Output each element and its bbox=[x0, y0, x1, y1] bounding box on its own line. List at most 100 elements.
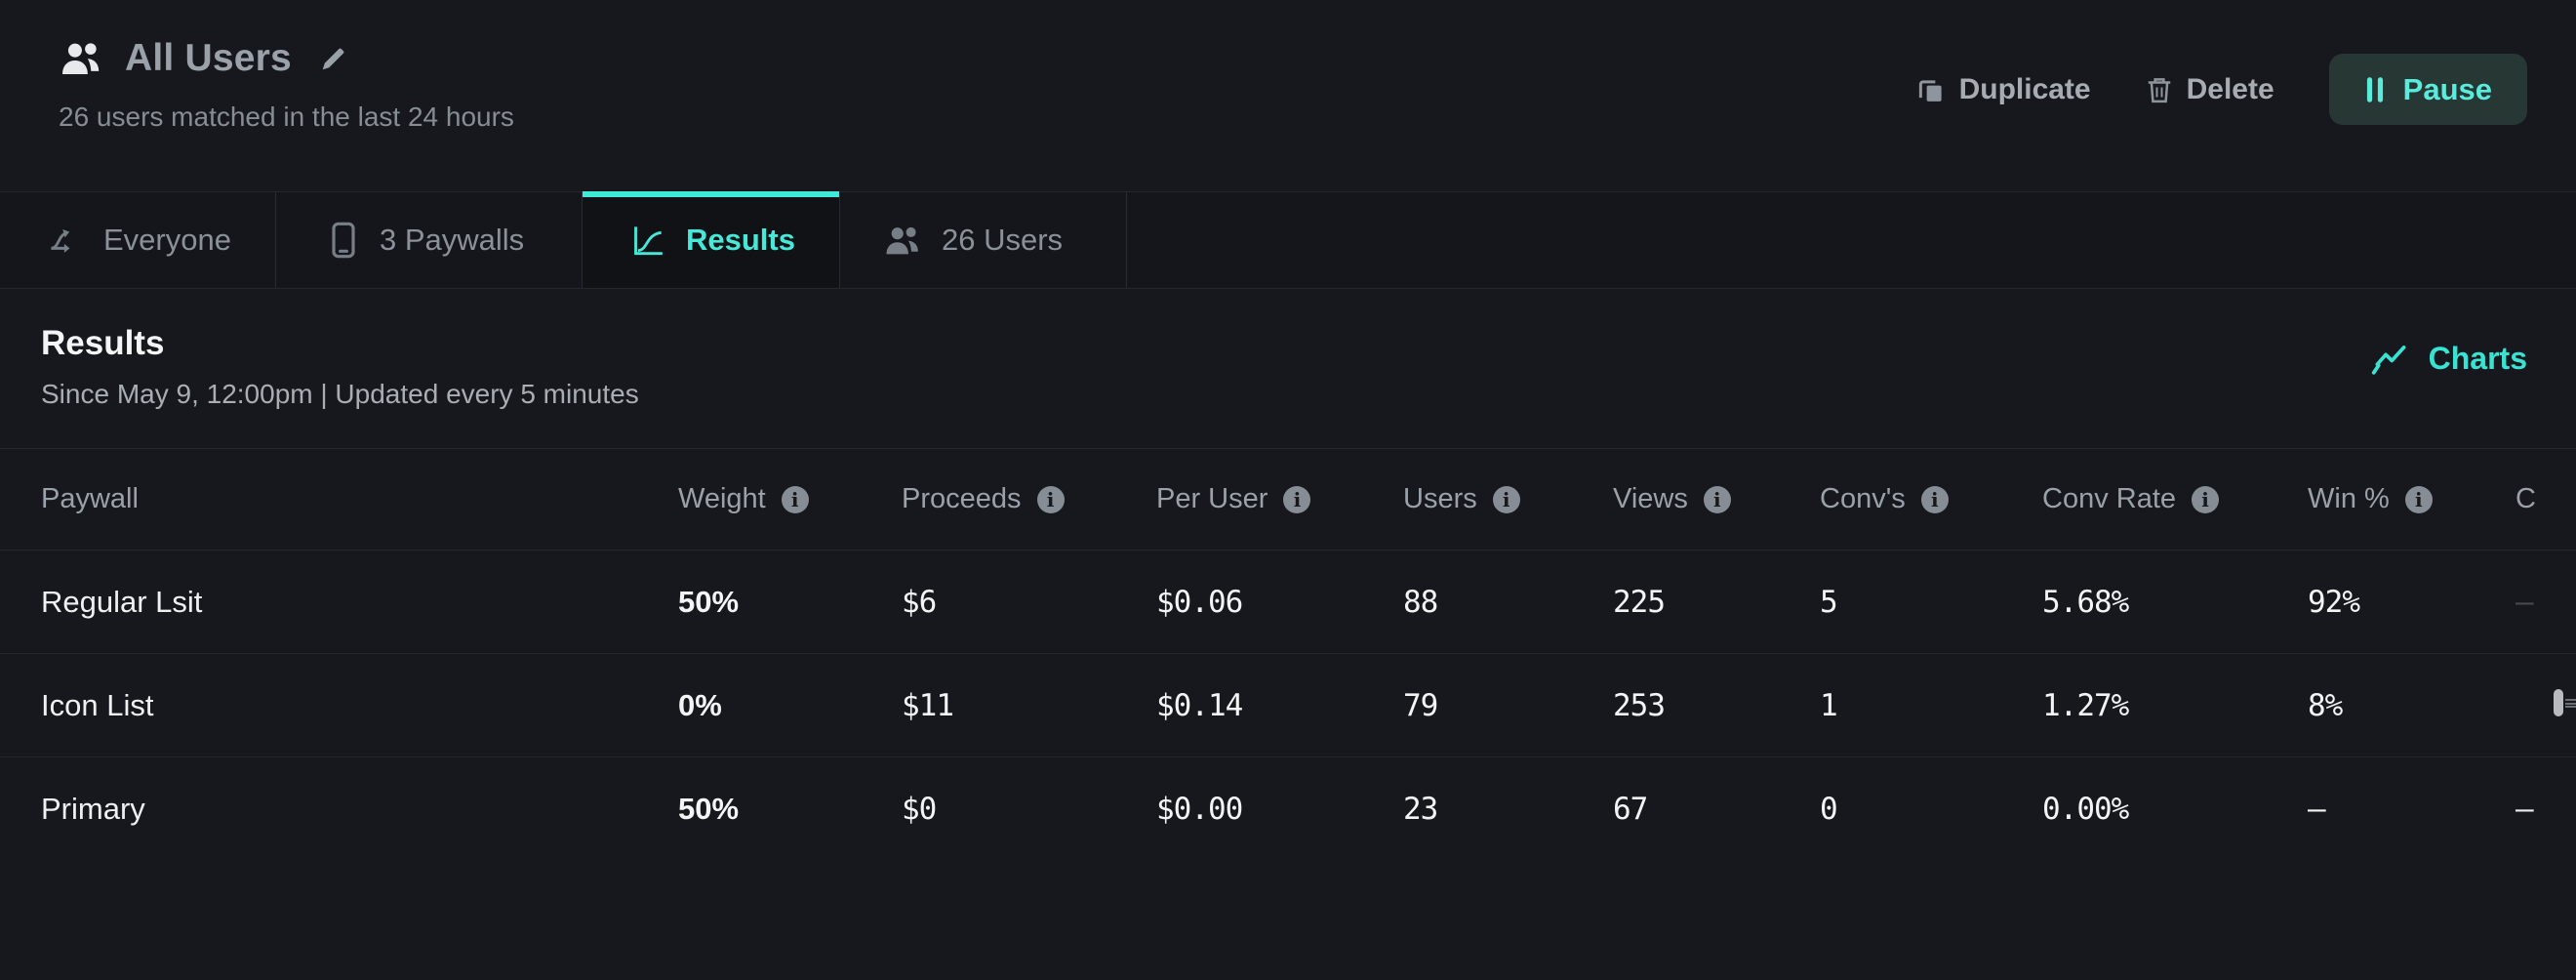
scroll-handle[interactable] bbox=[2554, 689, 2563, 716]
column-label: C bbox=[2516, 483, 2536, 514]
table-cell: 23 bbox=[1403, 792, 1438, 827]
table-cell: 92% bbox=[2308, 584, 2360, 620]
users-icon bbox=[59, 40, 103, 77]
results-section-header: Results Since May 9, 12:00pm | Updated e… bbox=[0, 289, 2576, 448]
table-row: Icon List 0% $11 $0.14 79 253 1 1.27% 8% bbox=[0, 654, 2576, 757]
column-label: Conv's bbox=[1820, 483, 1906, 514]
info-icon[interactable]: i bbox=[1283, 485, 1311, 513]
edit-pencil-icon[interactable] bbox=[319, 44, 348, 73]
table-cell: $11 bbox=[902, 687, 954, 723]
table-cell: $0.14 bbox=[1156, 687, 1243, 723]
delete-button[interactable]: Delete bbox=[2146, 73, 2274, 106]
info-icon[interactable]: i bbox=[1492, 485, 1520, 513]
tab-label: Results bbox=[686, 223, 795, 257]
column-header-views: Views i bbox=[1613, 483, 1820, 515]
table-cell: $0.00 bbox=[1156, 792, 1243, 827]
column-label: Conv Rate bbox=[2042, 483, 2177, 514]
phone-icon bbox=[327, 221, 360, 260]
tab-label: 26 Users bbox=[942, 223, 1064, 257]
results-heading: Results bbox=[41, 324, 165, 362]
column-header-paywall: Paywall bbox=[41, 483, 678, 515]
table-cell: 5.68% bbox=[2042, 584, 2129, 620]
column-label: Paywall bbox=[41, 483, 139, 514]
table-body: Regular Lsit 50% $6 $0.06 88 225 5 5.68% 92% – Ico… bbox=[0, 551, 2576, 861]
table-cell: 8% bbox=[2308, 687, 2343, 723]
table-cell: – bbox=[2308, 792, 2326, 827]
duplicate-button[interactable]: Duplicate bbox=[1916, 73, 2091, 106]
table-cell: 1.27% bbox=[2042, 687, 2129, 723]
table-cell: 0% bbox=[678, 687, 722, 722]
table-cell: 88 bbox=[1403, 584, 1438, 620]
trash-icon bbox=[2146, 75, 2173, 104]
line-chart-icon bbox=[2370, 340, 2411, 377]
pause-icon bbox=[2364, 75, 2386, 104]
table-cell: – bbox=[2516, 584, 2534, 620]
delete-label: Delete bbox=[2186, 72, 2274, 105]
column-label: Views bbox=[1613, 483, 1688, 514]
column-header-proceeds: Proceeds i bbox=[902, 483, 1156, 515]
table-row: Primary 50% $0 $0.00 23 67 0 0.00% – – bbox=[0, 757, 2576, 861]
page-title: All Users bbox=[125, 37, 292, 79]
info-icon[interactable]: i bbox=[2404, 485, 2433, 513]
tab-results[interactable]: Results bbox=[583, 191, 840, 288]
paywall-name-cell: Icon List bbox=[41, 687, 154, 722]
info-icon[interactable]: i bbox=[1703, 485, 1731, 513]
column-label: Weight bbox=[678, 483, 766, 514]
table-cell: 0 bbox=[1820, 792, 1838, 827]
charts-button[interactable]: Charts bbox=[2370, 340, 2527, 377]
tab-paywalls[interactable]: 3 Paywalls bbox=[276, 192, 583, 288]
tab-bar: Everyone 3 Paywalls Results bbox=[0, 191, 2576, 289]
scroll-grip-dots-icon bbox=[2565, 699, 2576, 708]
column-header-weight: Weight i bbox=[678, 483, 902, 515]
table-cell: 253 bbox=[1613, 687, 1666, 723]
table-cell: $6 bbox=[902, 584, 937, 620]
table-cell: – bbox=[2516, 792, 2534, 827]
charts-label: Charts bbox=[2428, 340, 2527, 376]
info-icon[interactable]: i bbox=[1036, 485, 1065, 513]
column-header-convs: Conv's i bbox=[1820, 483, 2042, 515]
column-header-per-user: Per User i bbox=[1156, 483, 1403, 515]
table-cell: $0 bbox=[902, 792, 937, 827]
info-icon[interactable]: i bbox=[2192, 485, 2220, 513]
table-header-row: Paywall Weight i Proceeds i Per User i U… bbox=[0, 448, 2576, 551]
column-label: Per User bbox=[1156, 483, 1268, 514]
header-actions: Duplicate Delete bbox=[1916, 54, 2527, 125]
match-count-subtitle: 26 users matched in the last 24 hours bbox=[59, 102, 514, 132]
tab-label: Everyone bbox=[103, 223, 231, 257]
column-header-users: Users i bbox=[1403, 483, 1613, 515]
table-row: Regular Lsit 50% $6 $0.06 88 225 5 5.68% 92% – bbox=[0, 551, 2576, 654]
duplicate-icon bbox=[1916, 75, 1946, 104]
tab-users[interactable]: 26 Users bbox=[840, 192, 1127, 288]
pause-button[interactable]: Pause bbox=[2328, 54, 2527, 125]
pause-label: Pause bbox=[2402, 71, 2492, 106]
page-header: All Users 26 users matched in the last 2… bbox=[0, 0, 2576, 191]
paywall-name-cell: Primary bbox=[41, 792, 145, 826]
column-header-conv-rate: Conv Rate i bbox=[2042, 483, 2308, 515]
column-label: Proceeds bbox=[902, 483, 1022, 514]
table-cell: 1 bbox=[1820, 687, 1838, 723]
column-label: Users bbox=[1403, 483, 1477, 514]
paywall-name-cell: Regular Lsit bbox=[41, 584, 203, 619]
table-cell: 0.00% bbox=[2042, 792, 2129, 827]
table-cell: 50% bbox=[678, 792, 740, 826]
duplicate-label: Duplicate bbox=[1958, 72, 2091, 105]
split-arrow-icon bbox=[47, 222, 84, 259]
table-cell: 5 bbox=[1820, 584, 1838, 620]
tab-everyone[interactable]: Everyone bbox=[0, 192, 276, 288]
table-cell: $0.06 bbox=[1156, 584, 1243, 620]
results-table: Paywall Weight i Proceeds i Per User i U… bbox=[0, 448, 2576, 980]
table-cell: 225 bbox=[1613, 584, 1666, 620]
column-header-win: Win % i bbox=[2308, 483, 2516, 515]
column-header-clipped: C bbox=[2516, 483, 2576, 515]
column-label: Win % bbox=[2308, 483, 2390, 514]
results-subheading: Since May 9, 12:00pm | Updated every 5 m… bbox=[41, 379, 639, 409]
info-icon[interactable]: i bbox=[1920, 485, 1949, 513]
users-icon bbox=[883, 225, 922, 257]
results-chart-icon bbox=[629, 222, 666, 259]
info-icon[interactable]: i bbox=[781, 485, 809, 513]
table-cell: 50% bbox=[678, 584, 740, 619]
tab-label: 3 Paywalls bbox=[380, 223, 525, 257]
table-cell: 79 bbox=[1403, 687, 1438, 723]
title-block: All Users 26 users matched in the last 2… bbox=[59, 37, 514, 133]
